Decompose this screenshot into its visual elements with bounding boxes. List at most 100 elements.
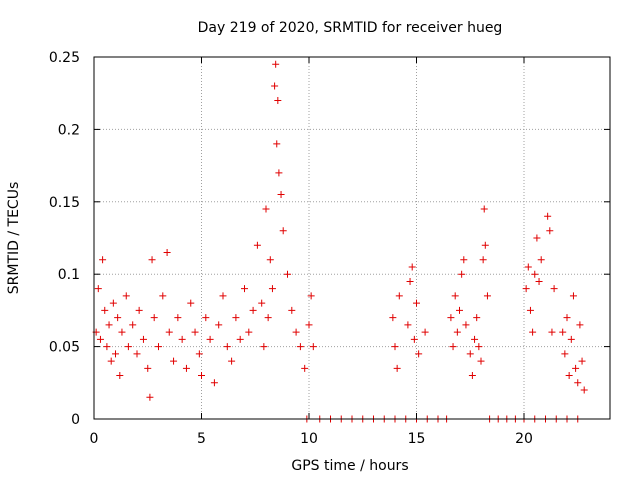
data-point bbox=[272, 60, 280, 68]
data-point bbox=[480, 205, 488, 213]
data-point bbox=[393, 364, 401, 372]
data-point bbox=[395, 292, 403, 300]
data-point bbox=[565, 372, 573, 380]
data-point bbox=[389, 314, 397, 322]
data-point bbox=[460, 256, 468, 264]
data-point bbox=[170, 357, 178, 365]
data-point bbox=[561, 350, 569, 358]
data-point bbox=[473, 314, 481, 322]
data-point bbox=[96, 335, 104, 343]
data-point bbox=[406, 277, 414, 285]
data-point bbox=[148, 256, 156, 264]
data-point bbox=[114, 314, 122, 322]
data-point bbox=[567, 335, 575, 343]
data-point bbox=[159, 292, 167, 300]
data-point bbox=[133, 350, 141, 358]
data-point bbox=[163, 248, 171, 256]
data-point bbox=[475, 343, 483, 351]
x-axis-label: GPS time / hours bbox=[291, 458, 408, 474]
data-point bbox=[268, 285, 276, 293]
data-point bbox=[451, 292, 459, 300]
data-point bbox=[146, 393, 154, 401]
data-point bbox=[408, 263, 416, 271]
data-point bbox=[262, 205, 270, 213]
data-point bbox=[178, 335, 186, 343]
data-point bbox=[578, 357, 586, 365]
data-point bbox=[404, 321, 412, 329]
data-point bbox=[288, 306, 296, 314]
data-point bbox=[277, 191, 285, 199]
data-point bbox=[107, 357, 115, 365]
data-point bbox=[526, 306, 534, 314]
data-point bbox=[135, 306, 143, 314]
data-point bbox=[236, 335, 244, 343]
y-tick-label: 0.2 bbox=[58, 122, 80, 138]
data-point bbox=[415, 350, 423, 358]
x-tick-label: 10 bbox=[300, 431, 318, 447]
y-axis-label: SRMTID / TECUs bbox=[6, 182, 22, 295]
data-point bbox=[413, 299, 420, 307]
data-point bbox=[124, 343, 132, 351]
data-point bbox=[150, 314, 158, 322]
data-point bbox=[103, 343, 111, 351]
data-point bbox=[471, 335, 479, 343]
data-point bbox=[535, 277, 543, 285]
data-point bbox=[309, 343, 317, 351]
data-point bbox=[274, 96, 282, 104]
data-point bbox=[223, 343, 231, 351]
data-point bbox=[275, 169, 283, 177]
data-point bbox=[477, 357, 485, 365]
data-point bbox=[307, 292, 315, 300]
data-point bbox=[253, 241, 261, 249]
data-point bbox=[284, 270, 291, 278]
y-ticks: 0 0.05 0.1 0.15 0.2 0.25 bbox=[49, 50, 610, 428]
data-point bbox=[118, 328, 126, 336]
data-point bbox=[391, 343, 399, 351]
data-point bbox=[245, 328, 253, 336]
data-point bbox=[139, 335, 147, 343]
data-point bbox=[580, 386, 588, 394]
data-point bbox=[421, 328, 429, 336]
data-point bbox=[305, 321, 313, 329]
data-point bbox=[550, 285, 558, 293]
data-point bbox=[537, 256, 545, 264]
data-point bbox=[524, 263, 532, 271]
data-point bbox=[410, 335, 418, 343]
data-point bbox=[219, 292, 227, 300]
data-point bbox=[456, 306, 463, 314]
data-point bbox=[529, 328, 537, 336]
y-tick-label: 0.15 bbox=[49, 195, 80, 211]
y-tick-label: 0.25 bbox=[49, 50, 80, 66]
data-point bbox=[466, 350, 474, 358]
data-point bbox=[112, 350, 119, 358]
data-point bbox=[548, 328, 556, 336]
plot-frame bbox=[93, 56, 611, 420]
x-tick-label: 0 bbox=[90, 431, 99, 447]
data-point bbox=[468, 372, 476, 380]
data-point bbox=[122, 292, 130, 300]
x-tick-label: 20 bbox=[515, 431, 533, 447]
y-tick-label: 0.05 bbox=[49, 340, 80, 356]
y-tick-label: 0.1 bbox=[58, 267, 80, 283]
data-point bbox=[258, 299, 266, 307]
data-point bbox=[174, 314, 182, 322]
data-point bbox=[481, 241, 489, 249]
data-point bbox=[101, 306, 109, 314]
data-point bbox=[94, 285, 102, 293]
data-point bbox=[576, 321, 584, 329]
data-point bbox=[249, 306, 257, 314]
data-point bbox=[483, 292, 491, 300]
y-tick-label: 0 bbox=[71, 412, 80, 428]
data-point bbox=[301, 364, 309, 372]
data-point bbox=[458, 270, 466, 278]
x-tick-label: 15 bbox=[408, 431, 426, 447]
data-point bbox=[559, 328, 567, 336]
data-point bbox=[266, 256, 274, 264]
data-point bbox=[215, 321, 223, 329]
data-point bbox=[99, 256, 107, 264]
data-point bbox=[264, 314, 272, 322]
data-point bbox=[522, 285, 530, 293]
data-point bbox=[271, 82, 279, 90]
data-point bbox=[206, 335, 214, 343]
